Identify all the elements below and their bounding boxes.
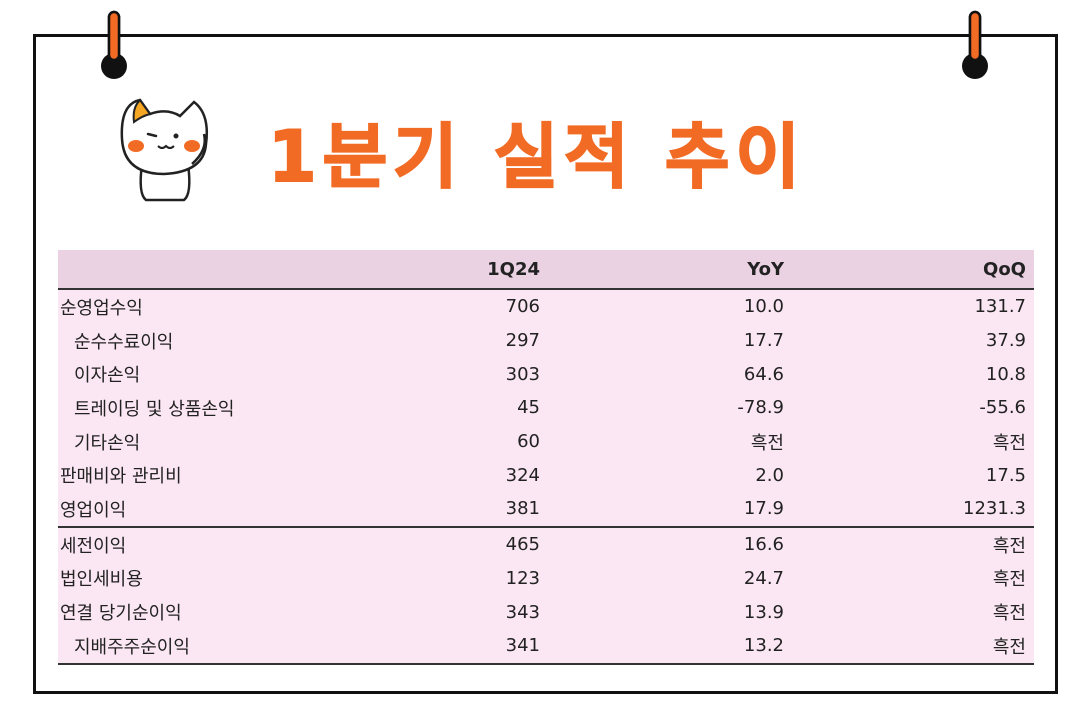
table-row: 기타손익 60 흑전 흑전: [58, 424, 1034, 459]
cell-yoy: 2.0: [755, 464, 784, 486]
cell-yoy: 17.7: [743, 330, 784, 352]
cat-mascot-icon: [120, 98, 208, 202]
header-cell: QoQ: [792, 250, 1034, 290]
pushpin-icon: [962, 10, 988, 79]
table-row: 판매비와 관리비 324 2.0 17.5: [58, 458, 1034, 493]
cell-1q24: 303: [505, 363, 540, 385]
row-label: 판매비와 관리비: [60, 466, 182, 488]
cell-1q24: 60: [517, 431, 540, 453]
table-row: 연결 당기순이익 343 13.9 흑전: [58, 595, 1034, 629]
cell-qoq: 37.9: [985, 330, 1026, 352]
cell-yoy: 64.6: [743, 363, 784, 385]
cell-1q24: 45: [517, 397, 540, 419]
cell-qoq: -55.6: [979, 397, 1026, 419]
row-label: 순영업수익: [60, 297, 143, 319]
header-cell: YoY: [548, 250, 792, 290]
pushpin-icon: [101, 10, 127, 79]
cell-1q24: 297: [505, 330, 540, 352]
cell-1q24: 706: [505, 296, 540, 318]
row-label: 세전이익: [58, 525, 358, 562]
row-label: 이자손익: [74, 365, 141, 387]
header-cell: 1Q24: [358, 250, 548, 290]
cell-qoq: 흑전: [992, 569, 1026, 591]
cell-1q24: 123: [505, 567, 540, 589]
cell-yoy: 흑전: [750, 432, 784, 454]
cell-qoq: 흑전: [992, 432, 1026, 454]
table-row: 이자손익 303 64.6 10.8: [58, 357, 1034, 392]
cell-qoq: 흑전: [792, 525, 1034, 562]
cell-1q24: 341: [358, 628, 548, 665]
table-header-row: 1Q24 YoY QoQ: [58, 250, 1034, 290]
row-label: 트레이딩 및 상품손익: [74, 398, 235, 420]
cell-yoy: 24.7: [743, 567, 784, 589]
cell-1q24: 465: [358, 525, 548, 562]
table-row: 순수수료이익 297 17.7 37.9: [58, 323, 1034, 358]
cell-1q24: 343: [505, 601, 540, 623]
row-label: 순수수료이익: [74, 331, 174, 353]
header-cell: [58, 250, 358, 290]
cell-1q24: 324: [505, 464, 540, 486]
cell-yoy: 16.6: [548, 525, 792, 562]
row-label: 법인세비용: [60, 569, 143, 591]
results-table: 1Q24 YoY QoQ 순영업수익 706 10.0 131.7 순수수료이익…: [58, 250, 1034, 665]
cell-yoy: 10.0: [743, 296, 784, 318]
table-row: 영업이익 381 17.9 1231.3: [58, 492, 1034, 527]
cell-yoy: -78.9: [737, 397, 784, 419]
cell-qoq: 131.7: [974, 296, 1026, 318]
cell-yoy: 13.2: [548, 628, 792, 665]
table-row: 지배주주순이익 341 13.2 흑전: [58, 628, 1034, 665]
row-label: 지배주주순이익: [58, 628, 358, 665]
row-label: 기타손익: [74, 432, 141, 454]
cell-yoy: 13.9: [743, 601, 784, 623]
cell-qoq: 흑전: [992, 603, 1026, 625]
row-label: 영업이익: [60, 499, 127, 521]
cell-yoy: 17.9: [743, 498, 784, 520]
cell-qoq: 10.8: [985, 363, 1026, 385]
table-row: 법인세비용 123 24.7 흑전: [58, 561, 1034, 596]
cell-qoq: 흑전: [792, 628, 1034, 665]
cell-qoq: 1231.3: [963, 498, 1026, 520]
table-row: 세전이익 465 16.6 흑전: [58, 525, 1034, 562]
table-row: 트레이딩 및 상품손익 45 -78.9 -55.6: [58, 391, 1034, 425]
table-row: 순영업수익 706 10.0 131.7: [58, 289, 1034, 324]
cell-1q24: 381: [505, 498, 540, 520]
cell-qoq: 17.5: [985, 464, 1026, 486]
row-label: 연결 당기순이익: [60, 603, 182, 625]
page-title: 1분기 실적 추이: [267, 115, 806, 199]
